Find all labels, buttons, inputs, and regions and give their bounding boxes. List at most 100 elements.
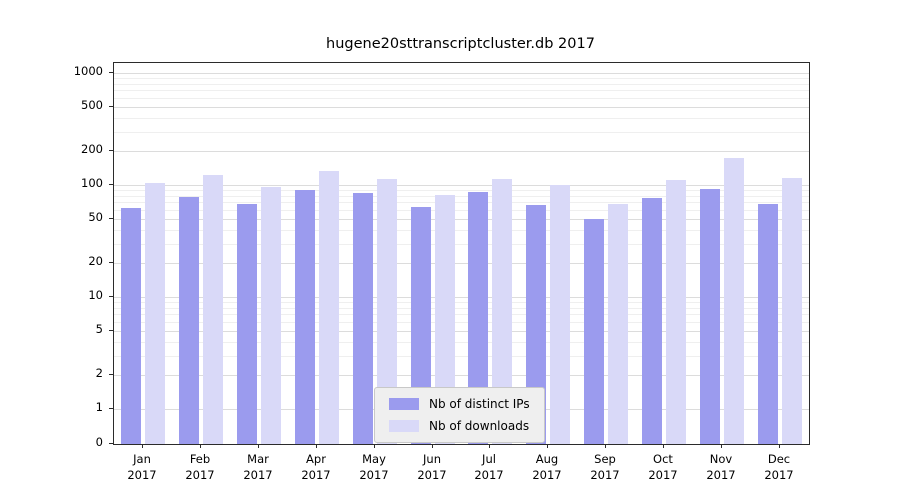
x-tick-mark (605, 444, 606, 448)
legend-item-downloads: Nb of downloads (389, 419, 530, 433)
y-tick-label: 5 (95, 321, 103, 336)
bar-downloads (492, 179, 512, 444)
x-tick-label: Jul 2017 (459, 451, 519, 483)
x-tick-month: Apr (306, 452, 326, 466)
bar-downloads (608, 204, 628, 444)
gridline-major (114, 73, 809, 74)
gridline-major (114, 185, 809, 186)
legend-label-downloads: Nb of downloads (429, 419, 530, 433)
y-tick-label: 200 (81, 142, 103, 157)
gridline-minor (114, 90, 809, 92)
x-tick-month: Oct (653, 452, 673, 466)
bar-distinct-ips (584, 218, 604, 444)
bar-distinct-ips (121, 208, 141, 444)
x-tick-label: Oct 2017 (633, 451, 693, 483)
x-tick-month: Jun (423, 452, 441, 466)
x-tick-year: 2017 (532, 468, 562, 482)
bar-distinct-ips (758, 204, 778, 444)
y-tick-label: 1000 (73, 64, 103, 78)
x-tick-month: Mar (247, 452, 269, 466)
y-tick-label: 100 (81, 176, 103, 190)
x-tick-label: Apr 2017 (286, 451, 346, 483)
y-tick-mark (109, 374, 113, 376)
y-tick-label: 0 (95, 435, 103, 449)
x-tick-month: May (362, 452, 386, 466)
bar-distinct-ips (237, 203, 257, 444)
gridline-minor (114, 229, 809, 231)
gridline-minor (114, 307, 809, 309)
legend-item-distinct-ips: Nb of distinct IPs (389, 397, 530, 411)
gridline-minor (114, 209, 809, 211)
gridline-minor (114, 341, 809, 343)
x-tick-mark (721, 444, 722, 448)
y-tick-mark (109, 105, 113, 107)
bar-downloads (261, 187, 281, 444)
gridline-minor (114, 97, 809, 99)
x-tick-label: Aug 2017 (517, 451, 577, 483)
x-tick-year: 2017 (648, 468, 678, 482)
gridline-major (114, 263, 809, 265)
x-tick-month: Nov (709, 452, 733, 466)
y-tick-label: 1 (95, 400, 103, 414)
x-tick-year: 2017 (417, 468, 447, 482)
gridline-minor (114, 190, 809, 192)
bar-downloads (319, 171, 339, 444)
y-tick-mark (109, 217, 113, 219)
x-tick-year: 2017 (474, 468, 504, 482)
x-tick-year: 2017 (185, 468, 215, 482)
y-tick-mark (109, 443, 113, 444)
x-tick-label: Dec 2017 (749, 451, 809, 483)
x-tick-label: Jan 2017 (112, 451, 172, 483)
bar-distinct-ips (642, 197, 662, 444)
plot-area: Nb of distinct IPs Nb of downloads (113, 62, 810, 445)
x-tick-year: 2017 (590, 468, 620, 482)
gridline-minor (114, 78, 809, 80)
x-tick-month: Jan (133, 452, 151, 466)
x-tick-label: Mar 2017 (228, 451, 288, 483)
bar-distinct-ips (411, 207, 431, 444)
x-tick-mark (258, 444, 259, 448)
gridline-major (114, 330, 809, 332)
gridline-major (114, 375, 809, 377)
x-tick-mark (316, 444, 317, 448)
y-tick-label: 50 (88, 209, 103, 224)
bar-distinct-ips (295, 190, 315, 444)
gridline-major (114, 218, 809, 220)
chart-title: hugene20sttranscriptcluster.db 2017 (326, 36, 595, 52)
bar-downloads (724, 157, 744, 444)
x-tick-month: Dec (767, 452, 791, 466)
x-tick-year: 2017 (243, 468, 273, 482)
x-tick-mark (200, 444, 201, 448)
bar-downloads (550, 185, 570, 444)
gridline-minor (114, 321, 809, 323)
x-tick-mark (489, 444, 490, 448)
bar-distinct-ips (468, 192, 488, 444)
y-tick-mark (109, 408, 113, 409)
y-tick-mark (109, 150, 113, 152)
gridline-major (114, 297, 809, 298)
gridline-minor (114, 355, 809, 357)
gridline-minor (114, 302, 809, 304)
bar-distinct-ips (526, 205, 546, 444)
gridline-minor (114, 195, 809, 197)
x-tick-month: Aug (535, 452, 559, 466)
x-tick-mark (663, 444, 664, 448)
legend-swatch-downloads (389, 420, 419, 432)
bar-downloads (435, 195, 455, 444)
y-tick-mark (109, 184, 113, 185)
bar-downloads (377, 179, 397, 444)
bar-downloads (145, 182, 165, 444)
y-tick-mark (109, 329, 113, 331)
bar-downloads (782, 178, 802, 444)
x-tick-month: Sep (594, 452, 616, 466)
x-tick-mark (142, 444, 143, 448)
y-tick-label: 10 (88, 288, 103, 302)
gridline-minor (114, 117, 809, 119)
bar-distinct-ips (179, 197, 199, 444)
x-tick-mark (374, 444, 375, 448)
y-tick-label: 500 (81, 97, 103, 112)
x-tick-year: 2017 (301, 468, 331, 482)
x-tick-label: Jun 2017 (402, 451, 462, 483)
x-tick-label: Nov 2017 (691, 451, 751, 483)
